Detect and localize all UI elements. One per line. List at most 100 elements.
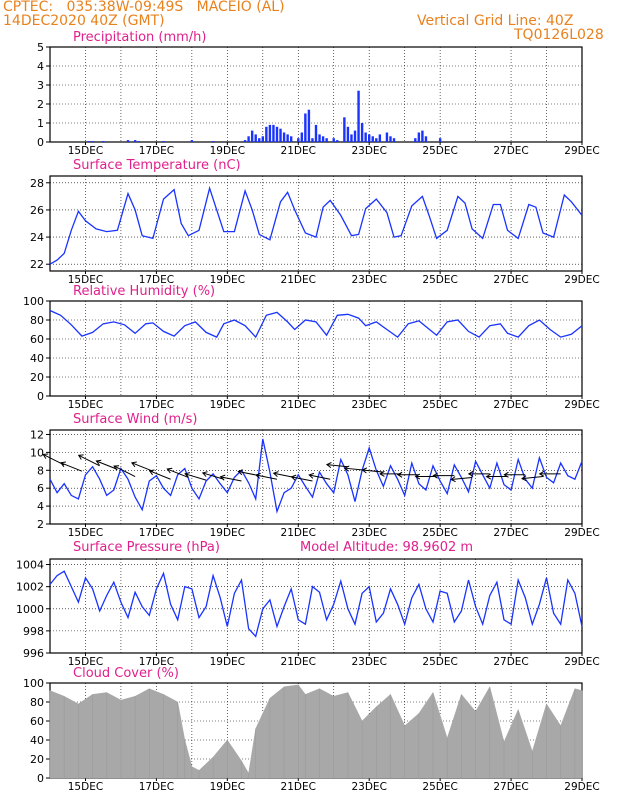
precipitation-xtick-label: 15DEC <box>68 145 103 157</box>
precipitation-bar <box>353 130 357 142</box>
wind-title: Surface Wind (m/s) <box>73 412 197 427</box>
wind-vector-head <box>538 470 545 477</box>
wind-vector-head <box>396 471 403 478</box>
precipitation-xtick-label: 25DEC <box>422 145 457 157</box>
precipitation-bar <box>336 140 339 142</box>
precipitation-bar <box>258 138 261 142</box>
temperature-xtick-label: 17DEC <box>139 274 174 286</box>
temperature-xtick-label: 27DEC <box>493 274 528 286</box>
humidity-ytick-label: 80 <box>30 314 44 327</box>
temperature-xtick-label: 25DEC <box>422 274 457 286</box>
precipitation-bar <box>137 141 140 142</box>
humidity-ytick-label: 40 <box>30 352 44 365</box>
precipitation-bar <box>438 138 442 142</box>
cloud-cover-ytick-label: 40 <box>30 734 44 747</box>
wind-vector-head <box>432 472 438 479</box>
pressure-ytick-label: 1004 <box>16 559 44 572</box>
precipitation-bar <box>357 90 360 142</box>
temperature-xtick-label: 29DEC <box>564 274 599 286</box>
header-station: CPTEC: 035:38W-09:49S MACEIO (AL) <box>3 0 285 15</box>
precipitation-title: Precipitation (mm/h) <box>73 30 206 45</box>
temperature-xtick-label: 21DEC <box>281 274 316 286</box>
wind-vector-head <box>485 473 492 480</box>
precipitation-bar <box>321 136 325 142</box>
humidity-xtick-label: 29DEC <box>564 399 599 411</box>
precipitation-xtick-label: 19DEC <box>210 145 245 157</box>
precipitation-xtick-label: 29DEC <box>564 145 599 157</box>
wind-xtick-label: 15DEC <box>68 527 103 539</box>
pressure-xtick-label: 15DEC <box>68 656 103 668</box>
cloud-cover-title: Cloud Cover (%) <box>73 666 179 681</box>
wind-vector-head <box>219 474 226 481</box>
wind-vector-head <box>361 467 368 474</box>
wind-vector-head <box>42 453 49 459</box>
precipitation-ytick-label: 0 <box>37 136 44 149</box>
precipitation-bar <box>314 124 318 142</box>
cloud-cover-ytick-label: 60 <box>30 715 44 728</box>
precipitation-bar <box>279 128 282 142</box>
pressure-ytick-label: 1000 <box>16 603 44 616</box>
humidity-xtick-label: 21DEC <box>281 399 316 411</box>
temperature-ytick-label: 24 <box>30 231 44 244</box>
humidity-xtick-label: 25DEC <box>422 399 457 411</box>
humidity-xtick-label: 19DEC <box>210 399 245 411</box>
header-vertical-grid: Vertical Grid Line: 40Z <box>417 13 574 29</box>
wind-vector-head <box>166 467 173 474</box>
cloud-cover-ytick-label: 100 <box>23 677 44 690</box>
wind-vector <box>309 474 331 480</box>
wind-xtick-label: 27DEC <box>493 527 528 539</box>
header-code: TQ0126L028 <box>514 27 604 43</box>
wind-frame <box>49 429 583 525</box>
precipitation-bar <box>375 138 378 142</box>
humidity-title: Relative Humidity (%) <box>73 284 215 299</box>
pressure-xtick-label: 17DEC <box>139 656 174 668</box>
wind-vector-head <box>308 472 315 479</box>
wind-vector <box>362 469 384 473</box>
temperature-frame <box>49 175 583 272</box>
wind-xtick-label: 23DEC <box>351 527 386 539</box>
wind-vector-head <box>201 471 208 477</box>
wind-ytick-label: 4 <box>37 500 44 513</box>
cloud-cover-ytick-label: 0 <box>37 772 44 785</box>
wind-vector <box>149 470 171 480</box>
wind-vector <box>96 460 118 470</box>
cloud-cover-xtick-label: 17DEC <box>139 781 174 793</box>
humidity-xtick-label: 23DEC <box>351 399 386 411</box>
temperature-ytick-label: 28 <box>30 177 44 190</box>
precipitation-ytick-label: 4 <box>37 60 44 73</box>
precipitation-xtick-label: 17DEC <box>139 145 174 157</box>
precipitation-bar <box>254 134 257 142</box>
precipitation-bar <box>389 136 392 142</box>
humidity-line <box>49 309 583 339</box>
wind-ytick-label: 12 <box>30 428 44 441</box>
wind-ytick-label: 10 <box>30 446 44 459</box>
precipitation-bar <box>304 113 307 142</box>
cloud-cover-xtick-label: 21DEC <box>281 781 316 793</box>
wind-vector-head <box>113 465 120 471</box>
cloud-cover-xtick-label: 23DEC <box>351 781 386 793</box>
precipitation-bar <box>275 126 279 142</box>
precipitation-ytick-label: 1 <box>37 117 44 130</box>
wind-vector <box>78 454 100 467</box>
precipitation-bar <box>332 138 335 142</box>
temperature-panel: 22 24 26 28 15DEC 17DEC 19DEC 21DEC 23DEC 25DEC 27… <box>30 158 600 286</box>
temperature-xtick-label: 19DEC <box>210 274 245 286</box>
humidity-frame <box>49 300 583 397</box>
cloud-cover-xtick-label: 19DEC <box>210 781 245 793</box>
precipitation-bar <box>325 138 328 142</box>
wind-vector-head <box>95 459 102 466</box>
precipitation-xtick-label: 21DEC <box>281 145 316 157</box>
humidity-xtick-label: 17DEC <box>139 399 174 411</box>
pressure-line <box>49 570 583 638</box>
precipitation-bar <box>282 132 286 142</box>
pressure-xtick-label: 27DEC <box>493 656 528 668</box>
precipitation-bar <box>250 130 254 142</box>
pressure-panel: 996 998 1000 1002 1004 15DEC 17DEC 19DEC 21DEC 23… <box>16 540 600 668</box>
pressure-xtick-label: 25DEC <box>422 656 457 668</box>
wind-vector-head <box>237 469 244 476</box>
precipitation-ytick-label: 3 <box>37 79 44 92</box>
precipitation-bar <box>364 132 367 142</box>
wind-vector-head <box>325 462 332 468</box>
cloud-cover-xtick-label: 25DEC <box>422 781 457 793</box>
precipitation-bar <box>311 138 314 142</box>
